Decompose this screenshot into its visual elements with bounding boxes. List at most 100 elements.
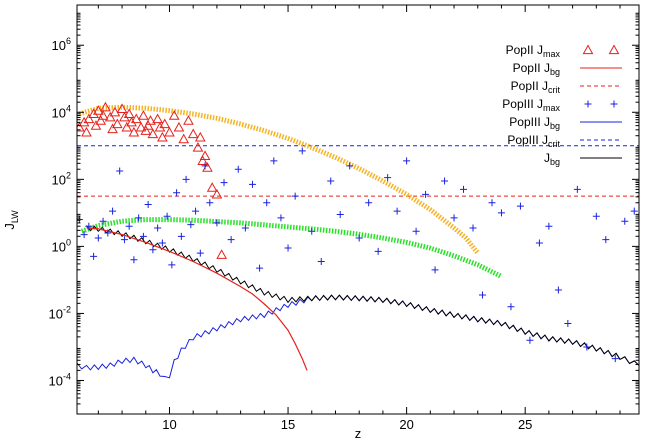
- green-dotted-band: [80, 217, 503, 279]
- popII-jmax-point: [197, 155, 209, 165]
- y-tick-label-base: 10: [49, 373, 63, 388]
- popIII-jmax-point: [144, 200, 152, 208]
- popII-jmax-point: [164, 126, 175, 137]
- popII-jmax-point: [152, 113, 163, 124]
- y-tick-label: 102: [52, 170, 71, 187]
- popIII-jmax-point: [630, 207, 638, 215]
- popIII-jmax-point: [158, 239, 166, 247]
- popIII-jmax-point: [163, 212, 171, 220]
- y-tick-label: 10-4: [49, 371, 71, 388]
- popII-jmax-point: [109, 106, 121, 117]
- popIII-jmax-point: [507, 303, 515, 311]
- popII-jmax-point: [126, 116, 137, 127]
- popIII-jmax-point: [336, 211, 344, 219]
- popIII-jmax-point: [135, 214, 143, 222]
- popII-jmax-point: [145, 115, 156, 125]
- x-tick-label: 10: [162, 417, 176, 432]
- popII-jmax-point: [95, 115, 107, 125]
- popIII-jmax-point: [291, 192, 299, 200]
- popIII-jmax-point: [346, 162, 354, 170]
- popII-jmax-point: [178, 133, 190, 144]
- legend-label-sub: bg: [550, 157, 560, 167]
- y-tick-label-base: 10: [52, 172, 66, 187]
- popIII-jmax-point: [206, 199, 214, 207]
- orange-dotted-band: [78, 104, 480, 255]
- y-tick-label-exponent: -4: [63, 371, 71, 381]
- legend-label-main: PopII J: [506, 43, 543, 57]
- popIII-jmax-point: [602, 236, 610, 244]
- popII-jmax-point: [88, 108, 99, 119]
- popIII-jmax-point: [497, 209, 505, 217]
- popIII-jmax-point: [99, 217, 107, 225]
- popII-jmax-point: [157, 131, 168, 142]
- popII-jmax-point: [159, 118, 171, 129]
- popII-jmax-point: [168, 110, 180, 120]
- legend-label-main: J: [544, 151, 550, 165]
- popII-jmax-point: [116, 103, 128, 114]
- legend-symbol-triangle: [582, 44, 594, 55]
- x-tick-label: 25: [518, 417, 532, 432]
- popIII-jmax-point: [94, 234, 102, 242]
- popII-jmax-point: [147, 128, 159, 139]
- popIII-jmax-point: [469, 224, 477, 232]
- popIII-jmax-point: [116, 167, 124, 175]
- popIII-jmax-point: [393, 207, 401, 215]
- popIII-jmax-point: [187, 221, 195, 229]
- popIII-jmax-point: [327, 177, 335, 185]
- popIII-jmax-point: [488, 199, 496, 207]
- popIII-jmax-point: [85, 222, 93, 230]
- popII-jmax-point: [187, 128, 199, 139]
- popIII-jmax-point: [256, 264, 264, 272]
- legend-label-sub: crit: [548, 139, 560, 149]
- popII-jmax-point: [135, 121, 147, 132]
- popIII-jmax-point: [284, 244, 292, 252]
- popIII-jmax-point: [139, 232, 147, 240]
- x-tick-label: 15: [281, 417, 295, 432]
- popII-jmax-point: [78, 116, 90, 127]
- popIII-jmax-point: [583, 343, 591, 351]
- popIII-jmax-point: [263, 199, 271, 207]
- y-tick-label: 10-2: [49, 304, 71, 321]
- legend-symbol-triangle: [608, 44, 620, 55]
- popIII-jmax-point: [154, 224, 162, 232]
- legend-label: PopII Jmax: [506, 43, 561, 59]
- popIII-jmax-point: [403, 157, 411, 165]
- legend-label-main: PopIII J: [502, 97, 543, 111]
- popII-jmax-point: [119, 111, 130, 122]
- popIII-jmax-point: [182, 175, 190, 183]
- popII-jmax-point: [194, 131, 206, 142]
- popIII-jmax-point: [535, 239, 543, 247]
- popIII-jmax-point: [104, 229, 112, 237]
- popIII-jmax-point: [196, 249, 204, 257]
- popIII-jmax-point: [173, 189, 181, 197]
- popII-jmax-point: [83, 113, 95, 124]
- popIII-jmax-point: [478, 291, 486, 299]
- popIII-jmax-point: [384, 174, 392, 182]
- y-tick-label-base: 10: [49, 306, 63, 321]
- legend-label: Jbg: [544, 151, 560, 167]
- popII-jmax-point: [130, 113, 142, 124]
- popII-jmax-point: [121, 121, 133, 132]
- popIII-jmax-point: [564, 319, 572, 327]
- y-tick-label: 104: [52, 103, 71, 120]
- popIII-jmax-point: [611, 355, 619, 363]
- popIII-jmax-point: [365, 199, 373, 207]
- popII-jmax-point: [81, 126, 92, 137]
- legend-label: PopII Jcrit: [511, 79, 561, 95]
- popIII-jmax-point: [374, 247, 382, 255]
- legend-label-main: PopII J: [513, 61, 550, 75]
- popII-jmax-point: [97, 110, 109, 120]
- popIII-jmax-point: [120, 236, 128, 244]
- popIII-jmax-point: [526, 336, 534, 344]
- popIII-jmax-point: [220, 179, 228, 187]
- popIII-jmax-point: [621, 217, 629, 225]
- popIII-jmax-point: [317, 257, 325, 265]
- popIII-jmax-point: [355, 234, 363, 242]
- y-tick-label: 100: [52, 237, 71, 254]
- y-axis-title-main: J: [2, 223, 17, 230]
- y-axis-title: JLW: [2, 210, 20, 230]
- y-axis-title-sub: LW: [10, 210, 20, 223]
- y-tick-label-exponent: 2: [66, 170, 71, 180]
- popIII-jmax-point: [213, 219, 221, 227]
